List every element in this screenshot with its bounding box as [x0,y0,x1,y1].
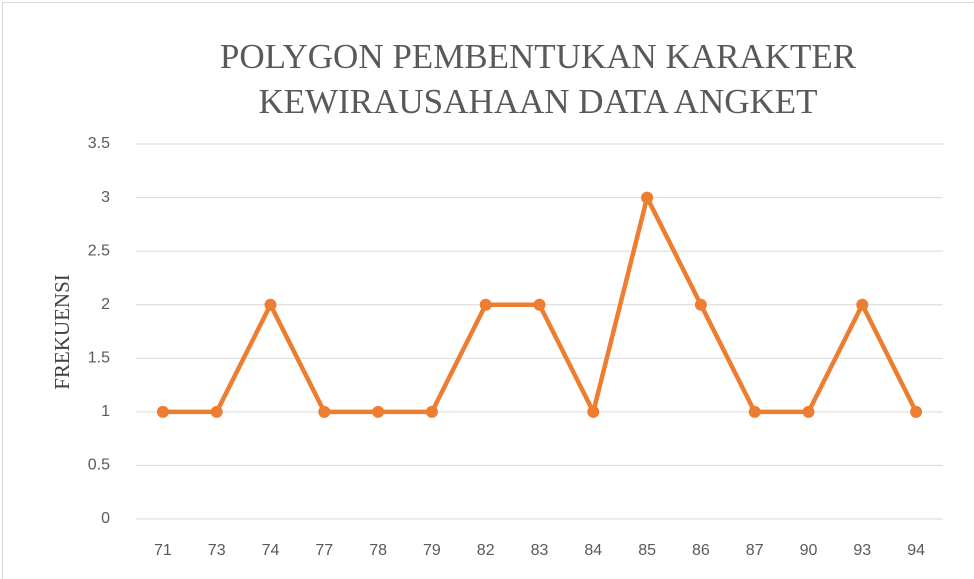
y-tick-label: 0 [101,510,110,527]
marker [264,298,277,311]
marker [910,405,923,418]
x-tick-label: 86 [692,542,710,559]
marker [156,405,169,418]
y-tick-label: 1.5 [88,350,110,367]
marker [587,405,600,418]
x-tick-label: 74 [262,542,280,559]
x-tick-label: 85 [638,542,656,559]
chart-title: POLYGON PEMBENTUKAN KARAKTER [220,37,857,76]
y-axis-label: FREKUENSI [50,274,74,390]
x-tick-label: 87 [746,542,764,559]
x-tick-label: 71 [154,542,172,559]
x-tick-label: 93 [853,542,871,559]
marker [533,298,546,311]
x-tick-label: 83 [531,542,549,559]
marker [318,405,331,418]
marker [641,191,654,204]
chart-title: KEWIRAUSAHAAN DATA ANGKET [258,82,817,121]
marker [856,298,869,311]
marker [210,405,223,418]
marker [694,298,707,311]
x-tick-label: 94 [907,542,925,559]
marker [748,405,761,418]
x-tick-label: 77 [315,542,333,559]
x-tick-label: 82 [477,542,495,559]
y-tick-label: 3.5 [88,135,110,152]
y-tick-label: 0.5 [88,457,110,474]
marker [802,405,815,418]
y-tick-label: 2 [101,296,110,313]
y-tick-label: 1 [101,403,110,420]
marker [425,405,438,418]
x-tick-label: 84 [584,542,602,559]
y-tick-label: 2.5 [88,242,110,259]
x-tick-label: 79 [423,542,441,559]
marker [372,405,385,418]
x-tick-label: 90 [800,542,818,559]
x-tick-label: 73 [208,542,226,559]
marker [479,298,492,311]
y-tick-label: 3 [101,189,110,206]
x-tick-label: 78 [369,542,387,559]
